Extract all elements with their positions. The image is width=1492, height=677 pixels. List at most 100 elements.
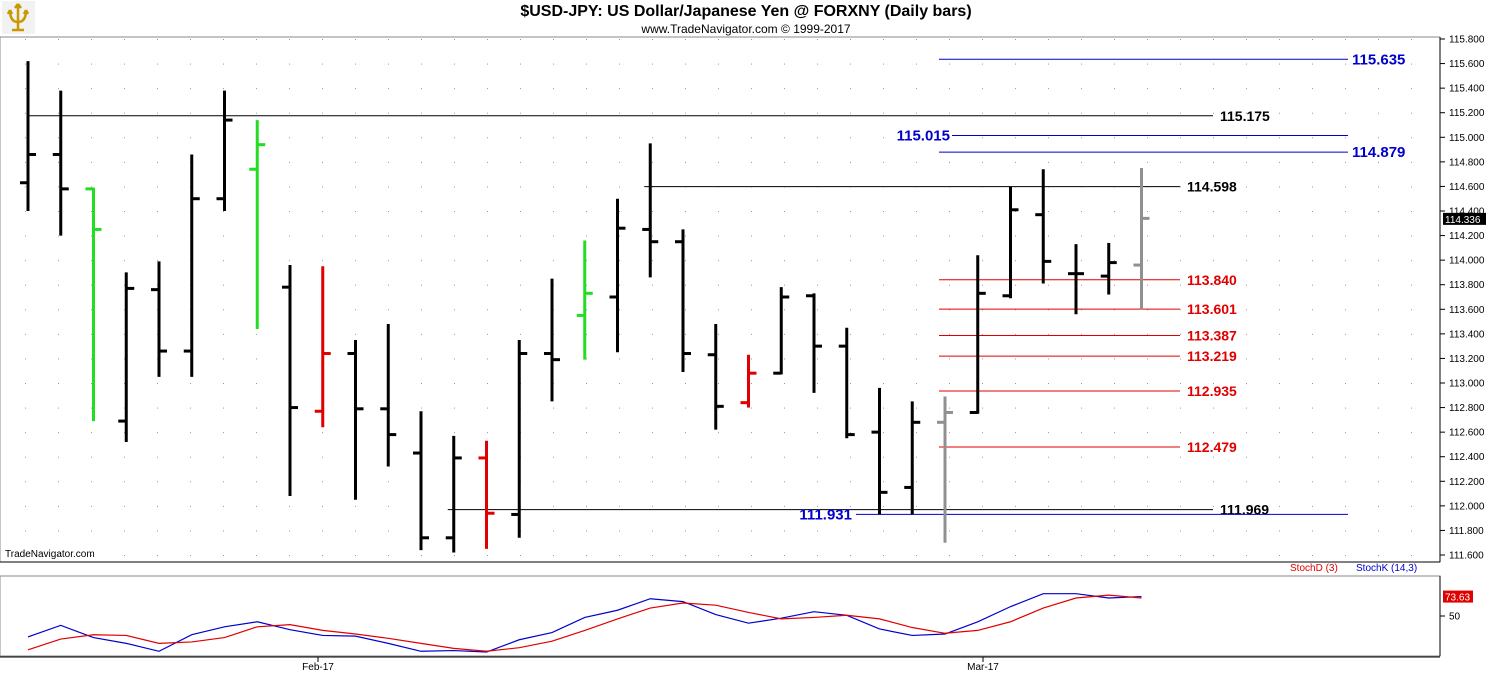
level-label: 113.219 <box>1187 348 1237 364</box>
grid-dot <box>1312 112 1313 114</box>
level-label: 114.598 <box>1187 179 1237 195</box>
grid-dot <box>454 39 455 40</box>
grid-dot <box>124 186 125 188</box>
grid-dot <box>1213 555 1214 556</box>
grid-dot <box>1180 555 1181 556</box>
price-tick-label: 115.000 <box>1449 133 1485 144</box>
grid-dot <box>652 161 653 163</box>
grid-dot <box>586 211 587 212</box>
grid-dot <box>421 235 422 237</box>
grid-dot <box>1048 137 1049 139</box>
grid-dot <box>1147 432 1148 434</box>
grid-dot <box>586 161 587 163</box>
ohlc-bar <box>20 61 36 211</box>
grid-dot <box>619 235 620 237</box>
grid-dot <box>586 555 587 556</box>
grid-dot <box>1114 555 1115 556</box>
grid-dot <box>1345 235 1346 237</box>
grid-dot <box>949 505 950 507</box>
grid-dot <box>388 505 389 507</box>
price-tick-label: 114.600 <box>1449 182 1485 193</box>
grid-dot <box>1411 505 1412 507</box>
grid-dot <box>223 555 224 556</box>
grid-dot <box>916 481 917 483</box>
panel-frames <box>0 36 1441 657</box>
grid-dot <box>949 284 950 286</box>
grid-dot <box>652 407 653 409</box>
ohlc-bar <box>609 198 626 353</box>
grid-dot <box>256 432 257 434</box>
grid-dot <box>784 260 785 262</box>
stochastic-panel: 50 73.63 StochD (3) StochK (14,3) <box>27 563 1473 656</box>
grid-dot <box>1345 530 1346 532</box>
grid-dot <box>454 211 455 212</box>
ohlc-bar <box>85 187 102 422</box>
grid-dot <box>322 161 323 163</box>
grid-dot <box>124 383 125 384</box>
price-tick-label: 115.600 <box>1449 59 1485 70</box>
grid-dot <box>1345 284 1346 286</box>
grid-dot <box>322 186 323 188</box>
grid-dot <box>223 260 224 262</box>
grid-dot <box>1312 432 1313 434</box>
grid-dot <box>487 260 488 262</box>
grid-dot <box>685 407 686 409</box>
grid-dot <box>157 235 158 237</box>
level-label: 112.935 <box>1187 383 1237 399</box>
grid-dot <box>916 555 917 556</box>
grid-dot <box>58 555 59 556</box>
grid-dot <box>223 456 224 458</box>
grid-dot <box>1048 284 1049 286</box>
grid-dot <box>883 432 884 434</box>
grid-dot <box>1246 211 1247 212</box>
grid-dot <box>1279 112 1280 114</box>
grid-dot <box>817 383 818 384</box>
grid-dot <box>454 88 455 90</box>
grid-dot <box>718 161 719 163</box>
grid-dot <box>619 432 620 434</box>
grid-dot <box>817 481 818 483</box>
grid-dot <box>619 555 620 556</box>
grid-dot <box>1147 333 1148 335</box>
grid-dot <box>289 211 290 212</box>
grid-dot <box>454 309 455 311</box>
grid-dot <box>58 284 59 286</box>
grid-dot <box>289 88 290 90</box>
grid-dot <box>1378 112 1379 114</box>
grid-dot <box>916 88 917 90</box>
grid-dot <box>916 333 917 335</box>
grid-dot <box>553 555 554 556</box>
grid-dot <box>1081 505 1082 507</box>
grid-dot <box>817 407 818 409</box>
grid-dot <box>1411 432 1412 434</box>
grid-dot <box>157 555 158 556</box>
grid-dot <box>1147 555 1148 556</box>
date-tick-label: Feb-17 <box>302 662 334 673</box>
grid-dot <box>1345 39 1346 40</box>
grid-dot <box>916 383 917 384</box>
grid-dot <box>322 432 323 434</box>
grid-dot <box>1081 284 1082 286</box>
grid-dot <box>553 432 554 434</box>
grid-dot <box>91 383 92 384</box>
grid-dot <box>223 211 224 212</box>
grid-dot <box>124 309 125 311</box>
watermark: TradeNavigator.com <box>5 549 95 560</box>
grid-dot <box>982 112 983 114</box>
grid-dot <box>1015 407 1016 409</box>
grid-dot <box>1246 383 1247 384</box>
grid-dot <box>520 333 521 335</box>
price-tick-label: 113.400 <box>1449 329 1485 340</box>
grid-dot <box>1213 260 1214 262</box>
grid-dot <box>1411 309 1412 311</box>
grid-dot <box>355 309 356 311</box>
grid-dot <box>388 309 389 311</box>
grid-dot <box>982 456 983 458</box>
ohlc-bar <box>773 287 790 375</box>
grid-dot <box>685 333 686 335</box>
grid-dot <box>1048 161 1049 163</box>
grid-dot <box>388 39 389 40</box>
grid-dot <box>25 161 26 163</box>
grid-dot <box>1180 137 1181 139</box>
ohlc-bar <box>478 440 495 549</box>
